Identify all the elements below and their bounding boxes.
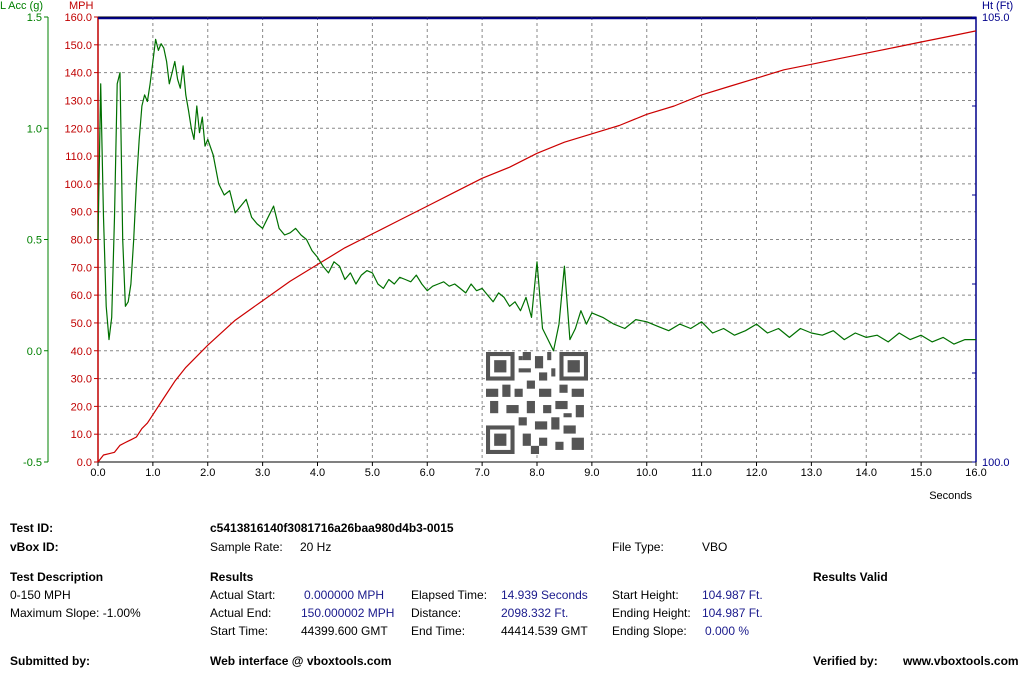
elapsed-time-value: 14.939 Seconds [501,588,588,602]
mph-tick-label: 30.0 [71,374,92,386]
mph-tick-label: 160.0 [64,12,92,24]
lacc-tick-label: -0.5 [23,457,42,469]
x-tick-label: 3.0 [255,467,270,479]
ht-tick-label: 100.0 [982,457,1010,469]
mph-tick-label: 80.0 [71,235,92,247]
submitted-by-label: Submitted by: [10,654,90,668]
x-tick-label: 11.0 [691,467,712,479]
actual-start-value: 0.000000 MPH [304,588,385,602]
x-tick-label: 9.0 [584,467,599,479]
actual-end-label: Actual End: [210,606,272,620]
mph-tick-label: 0.0 [77,457,92,469]
sample-rate-value: 20 Hz [300,540,332,554]
ending-height-value: 104.987 Ft. [702,606,763,620]
test-id-value: c5413816140f3081716a26baa980d4b3-0015 [210,521,454,535]
x-tick-label: 15.0 [910,467,931,479]
x-tick-label: 8.0 [529,467,544,479]
lacc-axis-label: L Acc (g) [0,0,43,12]
x-tick-label: 1.0 [145,467,160,479]
mph-tick-label: 150.0 [64,40,92,52]
sample-rate-label: Sample Rate: [210,540,283,554]
x-tick-label: 14.0 [856,467,877,479]
ending-slope-label: Ending Slope: [612,624,687,638]
verified-by-value[interactable]: www.vboxtools.com [903,654,1019,668]
x-tick-label: 7.0 [474,467,489,479]
x-axis-label: Seconds [929,490,972,500]
lacc-series-line [97,38,976,352]
mph-tick-label: 20.0 [71,401,92,413]
start-time-value: 44399.600 GMT [301,624,388,638]
results-valid: Results Valid [813,570,888,584]
x-tick-label: 2.0 [200,467,215,479]
x-tick-label: 0.0 [90,467,105,479]
actual-start-label: Actual Start: [210,588,276,602]
mph-axis-label: MPH [69,0,94,12]
start-time-label: Start Time: [210,624,269,638]
x-tick-label: 16.0 [965,467,986,479]
start-height-label: Start Height: [612,588,679,602]
x-tick-label: 13.0 [801,467,822,479]
elapsed-time-label: Elapsed Time: [411,588,488,602]
ht-axis-label: Ht (Ft) [982,0,1013,12]
file-type-label: File Type: [612,540,664,554]
mph-tick-label: 120.0 [64,123,92,135]
mph-tick-label: 70.0 [71,262,92,274]
mph-tick-label: 100.0 [64,179,92,191]
mph-series-line [97,30,977,463]
lacc-tick-label: 1.0 [27,123,42,135]
start-height-value: 104.987 Ft. [702,588,763,602]
mph-tick-label: 110.0 [65,151,92,163]
mph-tick-label: 60.0 [71,290,92,302]
results-heading: Results [210,570,254,584]
distance-label: Distance: [411,606,462,620]
qr-code [486,352,588,454]
x-tick-label: 12.0 [746,467,767,479]
lacc-tick-label: 0.5 [27,235,42,247]
web-interface-link[interactable]: Web interface @ vboxtools.com [210,654,392,668]
mph-tick-label: 130.0 [64,95,92,107]
test-description-line2: Maximum Slope: -1.00% [10,606,141,620]
x-tick-label: 6.0 [420,467,435,479]
mph-tick-label: 40.0 [71,346,92,358]
x-tick-label: 4.0 [310,467,325,479]
mph-tick-label: 90.0 [71,207,92,219]
x-tick-label: 5.0 [365,467,380,479]
distance-value: 2098.332 Ft. [501,606,569,620]
x-tick-label: 10.0 [636,467,657,479]
lacc-tick-label: 0.0 [27,346,42,358]
ending-slope-value: 0.000 % [705,624,750,638]
verified-by-label: Verified by: [813,654,878,668]
mph-tick-label: 50.0 [71,318,92,330]
end-time-label: End Time: [411,624,466,638]
end-time-value: 44414.539 GMT [501,624,588,638]
file-type-value: VBO [702,540,728,554]
test-id-label: Test ID: [10,521,54,535]
mph-tick-label: 140.0 [64,68,92,80]
ht-tick-label: 105.0 [982,12,1010,24]
ending-height-label: Ending Height: [612,606,691,620]
mph-tick-label: 10.0 [71,429,92,441]
vbox-id-label: vBox ID: [10,540,59,554]
actual-end-value: 150.000002 MPH [301,606,395,620]
test-description-heading: Test Description [10,570,104,584]
test-description-line1: 0-150 MPH [10,588,71,602]
lacc-tick-label: 1.5 [27,12,42,24]
